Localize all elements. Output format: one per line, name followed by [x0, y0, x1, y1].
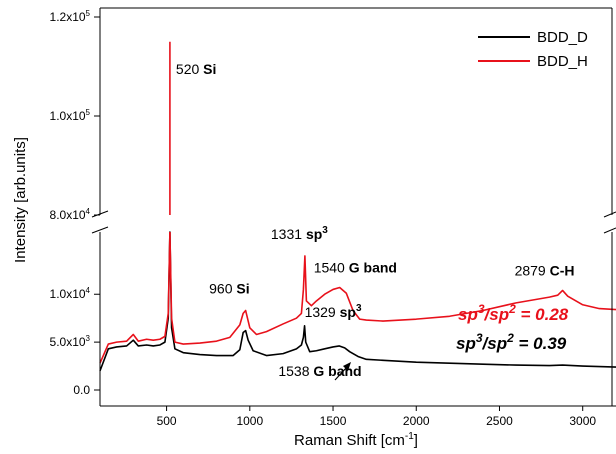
peak-label: 1540 G band — [314, 260, 397, 276]
ratio-bdd-h: sp3/sp2 = 0.28 — [458, 302, 569, 324]
y-tick-label: 0.0 — [73, 383, 90, 397]
axes — [91, 7, 616, 407]
y-tick-label: 5.0x103 — [50, 334, 91, 349]
y-tick-label: 1.2x105 — [50, 9, 91, 24]
x-tick-label: 3000 — [569, 414, 596, 428]
x-axis-title: Raman Shift [cm-1] — [294, 431, 418, 449]
y-tick-label: 1.0x104 — [50, 286, 91, 301]
series-line-bdd-h — [169, 231, 616, 345]
series-line-bdd-h — [99, 231, 171, 364]
legend: BDD_D BDD_H — [478, 29, 588, 70]
arrow-g-band — [334, 362, 351, 381]
plot-area — [100, 8, 616, 406]
y-tick-label: 8.0x104 — [50, 207, 91, 222]
peak-annotations: 520 Si 960 Si 1331 sp3 1540 G band 2879 C-H 1… — [176, 61, 575, 379]
series-line-bdd-d — [99, 231, 616, 372]
ratio-bdd-d: sp3/sp2 = 0.39 — [456, 331, 567, 353]
x-tick-label: 2500 — [486, 414, 513, 428]
peak-label: 1538 G band — [278, 363, 361, 379]
legend-label-bdd-d: BDD_D — [537, 29, 588, 46]
peak-label: 1329 sp3 — [305, 303, 362, 320]
series-layer — [99, 41, 616, 372]
x-tick-label: 2000 — [403, 414, 430, 428]
axis-break-left — [91, 210, 109, 234]
series-bdd-h — [99, 41, 616, 364]
peak-label: 1331 sp3 — [271, 225, 328, 242]
legend-label-bdd-h: BDD_H — [537, 53, 588, 70]
x-tick-label: 1000 — [236, 414, 263, 428]
y-ticks: 0.0 5.0x103 1.0x104 8.0x104 1.0x105 1.2x105 — [50, 9, 100, 397]
y-tick-label: 1.0x105 — [50, 108, 91, 123]
peak-label: 520 Si — [176, 61, 216, 77]
x-tick-label: 500 — [157, 414, 177, 428]
peak-label: 2879 C-H — [515, 262, 575, 278]
plot-background — [100, 8, 616, 406]
y-axis-title: Intensity [arb.units] — [12, 137, 29, 263]
axis-break-right — [603, 211, 616, 234]
x-ticks: 500 1000 1500 2000 2500 3000 — [157, 406, 596, 428]
x-tick-label: 1500 — [320, 414, 347, 428]
peak-label: 960 Si — [209, 281, 249, 297]
series-bdd-d — [99, 231, 616, 372]
